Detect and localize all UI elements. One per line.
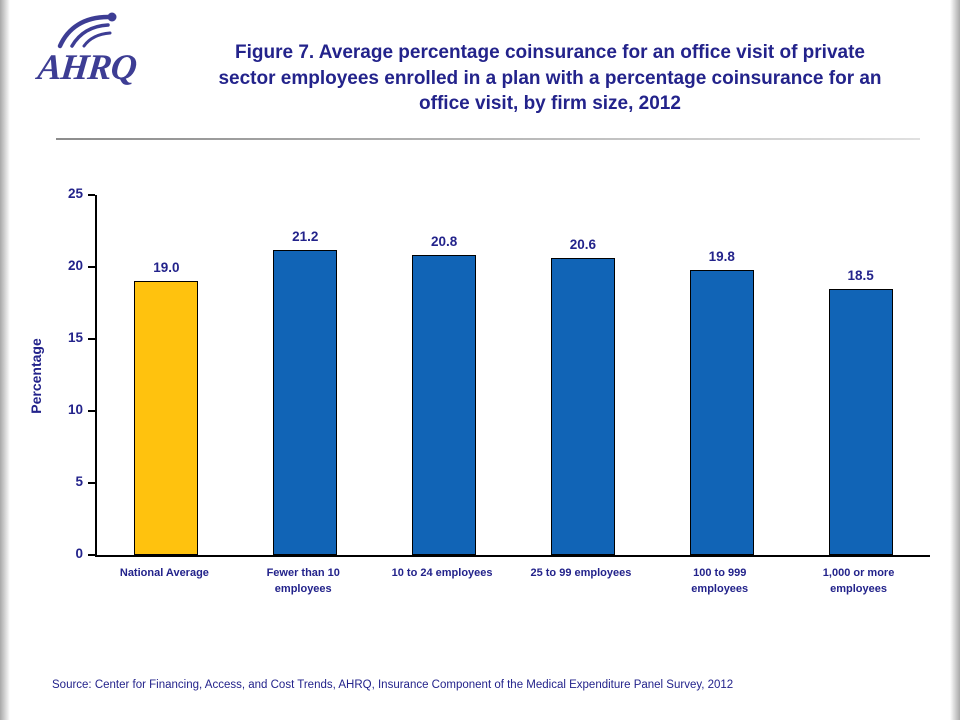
- x-axis-labels: National Average Fewer than 10 employees 1…: [95, 566, 930, 606]
- y-axis-tick-10: [88, 410, 95, 412]
- y-axis-tick-label-15: 15: [67, 330, 83, 345]
- y-axis-title: Percentage: [28, 338, 44, 414]
- y-axis-tick-label-0: 0: [75, 546, 83, 561]
- x-axis-category-label-3: 25 to 99 employees: [530, 567, 632, 579]
- header-divider: [56, 138, 920, 140]
- y-axis-tick-label-10: 10: [67, 402, 83, 417]
- y-axis-tick-label-20: 20: [67, 258, 83, 273]
- bar-2: [412, 255, 477, 555]
- y-axis-tick-label-5: 5: [75, 474, 83, 489]
- bar-4: [689, 269, 754, 555]
- bar-3: [550, 258, 615, 555]
- x-axis-category-label-0: National Average: [119, 567, 209, 579]
- y-axis-tick-0: [88, 554, 95, 556]
- x-axis-category-label-4: 100 to 999 employees: [691, 567, 749, 595]
- y-axis-tick-20: [88, 266, 95, 268]
- y-axis-tick-label-25: 25: [67, 186, 83, 201]
- hhs-eagle-icon: [57, 12, 117, 49]
- bar-value-label-2: 20.8: [430, 234, 458, 250]
- y-axis-tick-15: [88, 338, 95, 340]
- bar-value-label-1: 21.2: [292, 228, 319, 244]
- plot-area: 19.0 21.2 20.8 20.6 19.8 18.5 0 5 10 15 20 25: [68, 186, 930, 561]
- right-edge-gradient: [950, 0, 960, 720]
- y-axis-tick-25: [88, 194, 95, 196]
- ahrq-logo: AHRQ: [35, 8, 168, 87]
- ahrq-logo-text: AHRQ: [35, 47, 139, 87]
- bar-5: [828, 288, 893, 555]
- source-note: Source: Center for Financing, Access, an…: [52, 679, 734, 691]
- left-edge-gradient: [0, 0, 10, 720]
- figure-title: Figure 7. Average percentage coinsurance…: [218, 42, 882, 115]
- x-axis-category-label-2: 10 to 24 employees: [391, 567, 493, 579]
- bar-value-label-3: 20.6: [569, 237, 597, 253]
- bar-0: [134, 281, 199, 555]
- bar-value-label-4: 19.8: [708, 248, 735, 264]
- bar-value-label-5: 18.5: [847, 267, 874, 283]
- y-axis-tick-5: [88, 482, 95, 484]
- bar-1: [273, 249, 338, 555]
- bar-value-label-0: 19.0: [153, 260, 180, 276]
- x-axis-category-label-5: 1,000 or more employees: [822, 567, 895, 595]
- x-axis-category-label-1: Fewer than 10 employees: [266, 567, 340, 595]
